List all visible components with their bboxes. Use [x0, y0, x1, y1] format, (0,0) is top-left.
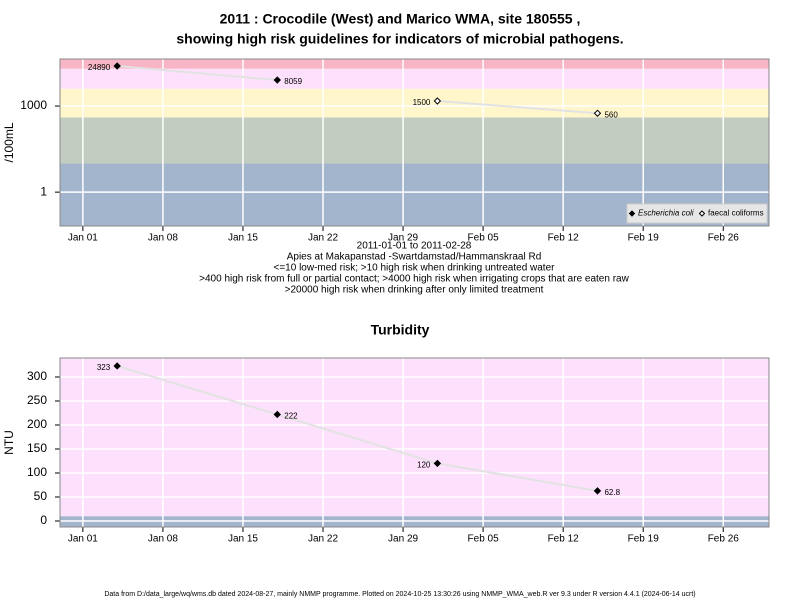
axis-note: >400 high risk from full or partial cont… — [199, 274, 629, 285]
point — [593, 109, 602, 117]
y-tick-label: 250 — [27, 393, 47, 407]
x-tick-label: Jan 22 — [308, 233, 338, 244]
axis-note: >20000 high risk when drinking after onl… — [285, 285, 544, 296]
y-tick-label: 200 — [27, 417, 47, 431]
data-label: 24890 — [88, 63, 111, 72]
x-tick-label: Feb 12 — [548, 534, 580, 545]
chart-title: showing high risk guidelines for indicat… — [176, 31, 623, 47]
x-tick-label: Jan 01 — [68, 233, 98, 244]
risk-band — [60, 88, 769, 118]
data-label: 120 — [417, 461, 431, 470]
x-tick-label: Jan 08 — [148, 233, 178, 244]
x-tick-label: Jan 15 — [228, 534, 258, 545]
x-tick-label: Jan 29 — [388, 233, 418, 244]
footer: Data from D:/data_large/wq/wms.db dated … — [104, 591, 695, 598]
axis-note: Apies at Makapanstad -Swartdamstad/Hamma… — [287, 252, 542, 263]
x-tick-label: Jan 08 — [148, 534, 178, 545]
legend-label: Escherichia coli — [638, 209, 694, 218]
legend-marker — [628, 210, 636, 217]
data-label: 8059 — [284, 77, 302, 86]
y-tick-label: 50 — [34, 489, 48, 503]
point — [433, 97, 442, 105]
legend-marker — [698, 210, 706, 217]
plot-frame — [59, 58, 770, 227]
x-tick-label: Feb 26 — [708, 534, 740, 545]
data-line — [117, 64, 278, 82]
x-tick-label: Jan 15 — [228, 233, 258, 244]
data-label: 62.8 — [604, 488, 620, 497]
x-tick-label: Feb 05 — [468, 233, 500, 244]
point — [433, 459, 442, 468]
y-axis-label: /100mL — [2, 122, 16, 162]
legend: Escherichia coli faecal coliforms — [626, 203, 768, 224]
x-tick-label: Feb 12 — [548, 233, 580, 244]
y-tick-label: 150 — [27, 441, 47, 455]
x-tick-label: Jan 29 — [388, 534, 418, 545]
legend-label: faecal coliforms — [708, 209, 764, 218]
data-label: 323 — [97, 363, 111, 372]
data-line — [116, 365, 598, 492]
y-tick-label: 100 — [27, 465, 47, 479]
point — [113, 62, 121, 70]
risk-band — [60, 59, 769, 69]
x-tick-label: Feb 05 — [468, 534, 500, 545]
point — [113, 362, 121, 370]
y-tick-label: 1 — [40, 184, 47, 198]
risk-band — [60, 117, 769, 164]
y-tick-label: 300 — [27, 369, 47, 383]
x-tick-label: Jan 22 — [308, 534, 338, 545]
y-tick-label: 0 — [40, 513, 47, 527]
risk-band — [60, 68, 769, 89]
chart-title: Turbidity — [371, 322, 430, 338]
axis-note: 2011-01-01 to 2011-02-28 — [357, 241, 472, 252]
x-tick-label: Feb 26 — [708, 233, 740, 244]
x-tick-label: Jan 01 — [68, 534, 98, 545]
point — [273, 410, 281, 419]
data-line — [437, 99, 598, 115]
legend-box — [626, 203, 768, 224]
point — [593, 487, 602, 495]
chart-title: 2011 : Crocodile (West) and Marico WMA, … — [220, 11, 581, 27]
data-label: 560 — [604, 110, 618, 119]
y-axis-label: NTU — [2, 430, 16, 455]
axis-note: <=10 low-med risk; >10 high risk when dr… — [274, 263, 556, 274]
point — [273, 76, 281, 84]
x-tick-label: Feb 19 — [628, 534, 660, 545]
plot-frame — [59, 357, 770, 528]
x-tick-label: Feb 19 — [628, 233, 660, 244]
y-tick-label: 1000 — [20, 98, 47, 112]
data-label: 1500 — [413, 98, 431, 107]
data-label: 222 — [284, 412, 298, 421]
